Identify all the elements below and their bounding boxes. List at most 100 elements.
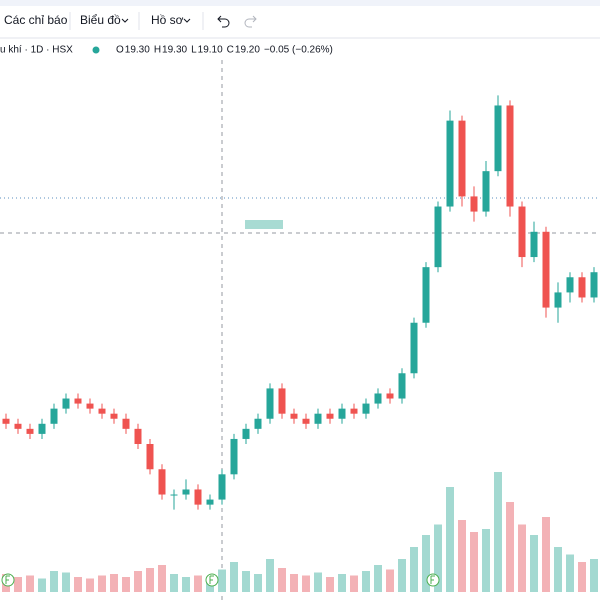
volume-bar <box>362 571 370 592</box>
marker <box>245 220 283 229</box>
ohlc-value: 19.10 <box>198 45 223 56</box>
ohlc-value: 19.20 <box>235 45 260 56</box>
volume-bar <box>530 535 538 592</box>
candle-body <box>410 322 418 374</box>
volume-bar <box>122 577 130 592</box>
candle-body <box>62 398 70 409</box>
candle-body <box>422 267 430 323</box>
volume-bar <box>86 578 94 592</box>
volume-bar <box>98 575 106 592</box>
volume-bar <box>578 562 586 592</box>
candle-body <box>302 418 310 424</box>
candle-body <box>506 105 514 207</box>
volume-bar <box>482 529 490 592</box>
candle-body <box>458 120 466 197</box>
volume-bar <box>62 572 70 592</box>
candle-body <box>482 171 490 212</box>
candle-body <box>182 489 190 495</box>
candle-body <box>470 196 478 212</box>
symbol-label: u khí · 1D · HSX <box>0 45 73 56</box>
change-value: −0.05 (−0.26%) <box>264 45 333 56</box>
ohlc-value: 19.30 <box>162 45 187 56</box>
ohlc-key: L <box>191 45 197 56</box>
volume-bar <box>398 559 406 592</box>
candle-body <box>446 120 454 207</box>
candle-body <box>86 403 94 409</box>
volume-bar <box>518 524 526 592</box>
volume-bar <box>374 565 382 592</box>
toolbar-profile[interactable]: Hồ sơ <box>151 13 184 27</box>
volume-bar <box>314 572 322 592</box>
volume-bar <box>218 569 226 592</box>
candle-body <box>518 206 526 258</box>
volume-bar <box>158 565 166 592</box>
redo-button[interactable] <box>244 15 257 28</box>
candle-body <box>314 413 322 424</box>
candle-body <box>218 474 226 500</box>
candle-body <box>158 469 166 495</box>
toolbar-chart[interactable]: Biểu đồ <box>80 13 121 27</box>
volume-bar <box>14 577 22 592</box>
volume-bar <box>170 574 178 592</box>
volume-bar <box>566 554 574 592</box>
candle-body <box>266 388 274 419</box>
candle-body <box>566 277 574 293</box>
candle-body <box>386 393 394 399</box>
event-markers <box>1 573 440 587</box>
candle-body <box>554 292 562 308</box>
volume-bar <box>470 532 478 592</box>
candle-body <box>374 393 382 404</box>
candle-body <box>254 418 262 429</box>
candle-body <box>74 398 82 404</box>
candle-body <box>494 105 502 172</box>
volume-bar <box>590 559 598 592</box>
ohlc-key: O <box>116 45 124 56</box>
volume-bar <box>134 571 142 592</box>
candle-body <box>98 408 106 414</box>
chevron <box>121 18 129 23</box>
event-icon <box>5 575 10 584</box>
volume-bar <box>242 571 250 592</box>
candle-body <box>14 423 22 429</box>
candle-body <box>350 408 358 414</box>
candle-body <box>230 438 238 475</box>
candle-body <box>290 413 298 419</box>
chevron <box>183 18 191 23</box>
volume-bar <box>434 524 442 592</box>
volume-bar <box>254 574 262 592</box>
candle-body <box>434 206 442 268</box>
candle-body <box>110 413 118 419</box>
volume-bar <box>146 568 154 592</box>
candle-body <box>134 428 142 444</box>
event-icon <box>430 575 435 584</box>
status-dot <box>92 46 100 54</box>
volume-bar <box>74 577 82 592</box>
volume-bar <box>386 569 394 592</box>
candle-body <box>530 231 538 258</box>
volume-bar <box>326 577 334 592</box>
candle-body <box>578 277 586 298</box>
volume-bar <box>422 535 430 592</box>
candle-body <box>170 494 178 496</box>
volume-bar <box>302 575 310 592</box>
candle-body <box>38 423 46 434</box>
volume-bar <box>230 562 238 592</box>
candle-body <box>590 272 598 298</box>
candle-body <box>146 444 154 470</box>
volume-bar <box>458 520 466 592</box>
candle-body <box>26 428 34 434</box>
ohlc-key: C <box>227 45 234 56</box>
plot <box>2 95 598 592</box>
candle-body <box>2 418 10 424</box>
tab-strip <box>0 0 600 6</box>
candle-body <box>206 499 214 505</box>
toolbar-indicators[interactable]: Các chỉ báo <box>4 13 68 27</box>
undo-button[interactable] <box>217 15 230 28</box>
candle-body <box>194 489 202 505</box>
candle-body <box>542 231 550 308</box>
event-icon <box>209 575 214 584</box>
ohlc-value: 19.30 <box>125 45 150 56</box>
volume-bar <box>110 574 118 592</box>
